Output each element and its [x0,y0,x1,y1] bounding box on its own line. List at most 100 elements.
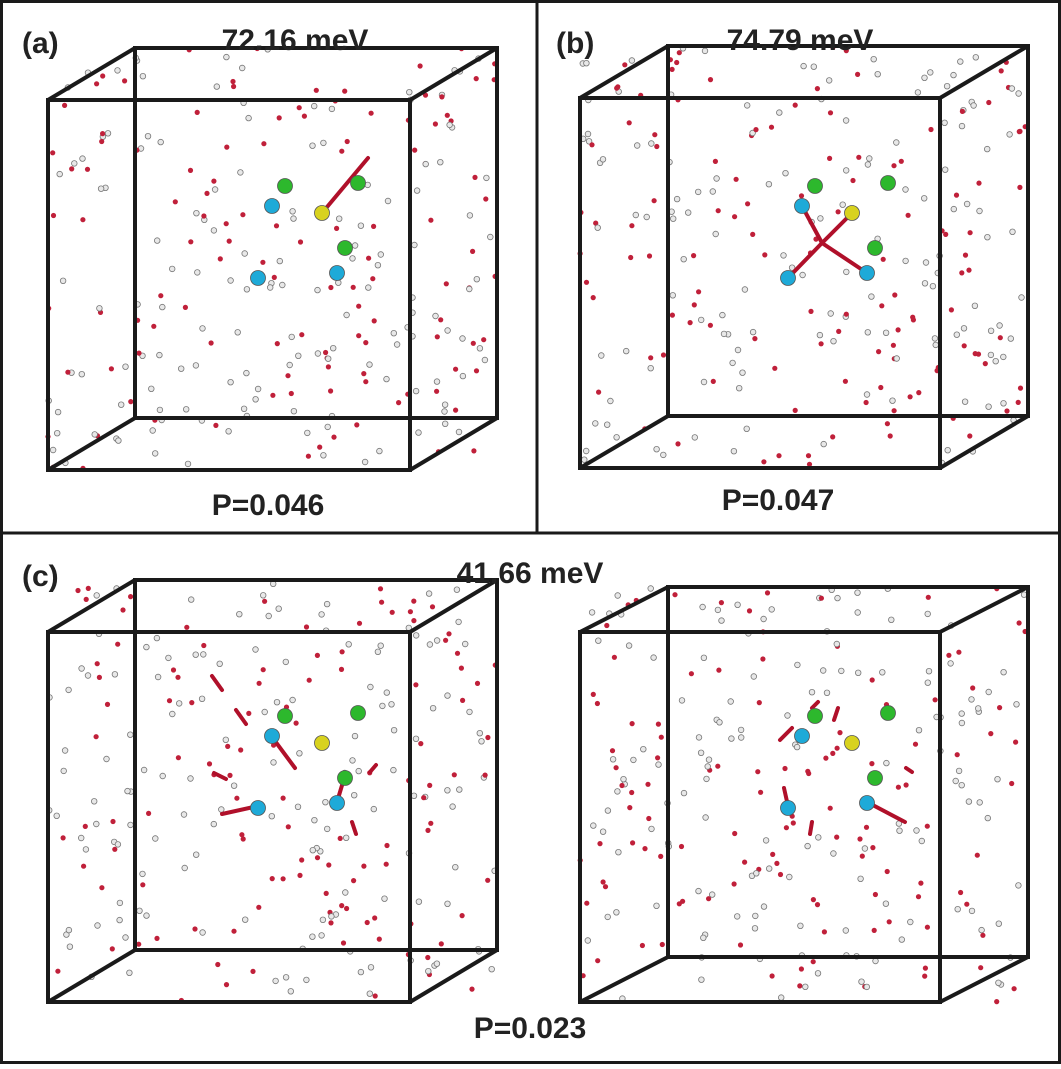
atom [314,855,321,861]
atom [987,327,995,334]
atom [238,64,246,72]
atom [734,913,741,920]
atom [153,634,161,642]
atom [816,331,824,339]
atom [372,993,378,999]
atom [82,846,90,853]
atom [370,276,376,282]
atom [604,421,611,428]
atom [462,640,469,648]
atom [971,302,979,309]
atom [488,966,495,973]
atom [282,658,289,666]
atom [432,121,438,127]
atom [584,937,591,944]
atom [752,912,759,920]
atom [719,311,726,319]
atom [153,237,161,244]
atom [980,932,986,938]
atom [619,782,625,789]
atom [745,201,751,207]
atom [309,142,316,149]
atom [426,641,434,648]
atom [250,968,256,975]
atom [456,786,463,793]
atom [371,318,377,324]
atom [339,649,345,655]
atom [458,665,464,671]
atom [84,672,92,679]
atom [290,215,297,222]
atom [903,782,909,788]
atom [902,257,909,265]
atom [483,174,490,182]
atom [93,734,99,740]
atom [304,429,311,437]
highlight-atom [329,265,345,281]
atom [788,264,796,271]
atom [820,667,827,674]
atom [794,661,801,669]
atom [154,935,160,942]
atom [709,188,716,195]
atom [861,845,869,852]
atom [680,789,688,797]
atom [790,820,796,826]
atom [128,399,134,405]
atom [204,190,210,196]
atom [595,637,602,644]
atom [112,846,118,852]
atom [192,926,198,932]
atom [187,596,195,603]
atom [100,73,106,79]
atom [351,792,358,799]
atom [427,782,433,789]
atom [802,983,809,990]
highlight-atom [794,728,810,744]
atom [710,378,716,384]
atom [241,916,249,923]
atom [676,901,682,907]
atom [961,343,967,349]
atom [932,697,938,703]
atom [169,710,176,718]
atom [863,983,870,991]
atom [374,262,382,269]
atom [94,81,100,87]
atom [805,453,812,459]
atom [658,734,664,740]
highlight-atom [807,178,823,194]
cube-edge [578,414,670,470]
highlight-atom [314,205,330,221]
atom [336,215,343,222]
atom [887,433,893,439]
atom [673,195,681,203]
atom [285,373,291,379]
atom [863,399,869,406]
atom [776,453,782,459]
atom [776,109,783,116]
atom [189,700,195,706]
atom [734,346,742,354]
atom [94,661,100,667]
atom [814,970,822,977]
highlight-atom [859,265,875,281]
atom [472,174,478,180]
atom [648,355,654,361]
atom [630,756,637,764]
atom [165,654,172,662]
atom [700,654,708,661]
atom [594,700,601,707]
atom [737,726,745,734]
atom [320,139,327,147]
atom [958,889,964,896]
atom [891,408,897,414]
atom [272,977,279,985]
atom [976,180,982,186]
atom [49,446,57,454]
atom [54,430,61,437]
atom [156,351,163,359]
atom [71,160,78,167]
atom [338,666,345,673]
atom [466,708,473,716]
